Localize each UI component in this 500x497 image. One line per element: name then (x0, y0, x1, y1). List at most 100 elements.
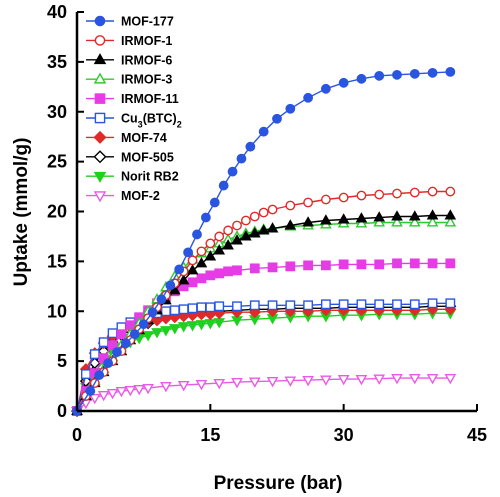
data-point (267, 204, 278, 215)
data-point (245, 141, 256, 152)
x-tick-label: 30 (334, 425, 354, 445)
x-axis-title: Pressure (bar) (214, 473, 343, 494)
data-point (320, 299, 331, 310)
data-point (249, 211, 260, 222)
legend-label: IRMOF-11 (121, 92, 179, 106)
data-point (392, 188, 402, 199)
y-tick-label: 15 (47, 251, 67, 271)
data-point (303, 92, 314, 103)
legend-marker (93, 171, 107, 183)
data-point (177, 381, 190, 392)
legend-label: IRMOF-3 (121, 73, 172, 87)
data-point (408, 374, 421, 385)
data-point (303, 197, 314, 208)
data-point (169, 305, 180, 316)
data-point (391, 210, 403, 221)
data-point (214, 231, 225, 242)
x-tick-label: 15 (200, 425, 220, 445)
y-tick-label: 5 (57, 351, 67, 371)
series-layer (70, 66, 457, 418)
data-point (156, 294, 167, 305)
series-line (76, 221, 451, 412)
data-point (409, 299, 420, 310)
data-point (320, 214, 332, 225)
data-point (427, 298, 438, 309)
data-point (373, 211, 386, 222)
data-point (356, 190, 367, 201)
data-point (106, 388, 119, 400)
data-point (338, 192, 349, 203)
data-point (115, 386, 128, 398)
data-point (94, 370, 105, 380)
legend-label: MOF-505 (121, 150, 174, 164)
legend-label: Cu3(BTC)2 (121, 112, 182, 130)
data-point (205, 302, 216, 313)
data-point (427, 258, 438, 269)
series-1 (72, 66, 456, 416)
data-point (240, 230, 252, 241)
data-point (337, 213, 350, 224)
data-point (285, 200, 296, 211)
data-point (409, 187, 420, 198)
legend-label: Norit RB2 (121, 170, 179, 184)
data-point (427, 67, 438, 78)
data-point (231, 378, 243, 389)
y-tick-label: 25 (47, 152, 67, 172)
legend-label: MOF-2 (121, 189, 160, 203)
data-point (124, 385, 137, 397)
data-point (204, 250, 217, 261)
data-point (223, 266, 234, 277)
data-point (240, 215, 251, 226)
data-point (285, 261, 296, 272)
legend-marker (94, 15, 106, 27)
data-point (303, 260, 314, 271)
legend-entry: MOF-2 (86, 189, 160, 203)
data-point (88, 393, 101, 405)
data-point (183, 247, 194, 258)
data-point (205, 270, 216, 281)
series-6 (72, 298, 456, 416)
data-point (338, 299, 349, 310)
x-tick-label: 45 (467, 425, 487, 445)
data-point (174, 264, 185, 275)
legend-entry: Norit RB2 (86, 170, 179, 184)
data-point (303, 300, 314, 311)
data-point (214, 268, 225, 279)
data-point (165, 280, 176, 291)
data-point (355, 375, 368, 386)
legend-label: IRMOF-6 (121, 53, 172, 67)
data-point (257, 224, 270, 235)
data-point (209, 197, 220, 208)
data-point (120, 338, 131, 349)
data-point (195, 380, 208, 391)
data-point (427, 186, 438, 197)
data-point (302, 376, 314, 387)
data-point (285, 103, 296, 114)
data-point (373, 216, 386, 227)
data-point (186, 321, 199, 332)
data-point (272, 113, 282, 124)
data-point (445, 298, 456, 309)
data-point (444, 374, 457, 385)
data-point (231, 234, 243, 245)
legend: MOF-177 IRMOF-1 IRMOF-6 IRMOF-3 IRMOF-11 Cu3(… (86, 15, 182, 203)
legend-label: MOF-177 (121, 15, 174, 29)
data-point (302, 216, 314, 227)
data-point (320, 194, 331, 205)
data-point (107, 328, 118, 339)
data-point (196, 302, 207, 313)
data-point (356, 299, 367, 310)
data-point (160, 326, 172, 337)
data-point (284, 376, 297, 387)
legend-entry: IRMOF-3 (86, 72, 172, 87)
data-point (129, 329, 140, 340)
data-point (373, 374, 386, 385)
data-point (232, 265, 242, 276)
data-point (266, 222, 279, 233)
data-point (142, 331, 154, 342)
data-point (267, 262, 278, 273)
y-tick-label: 40 (47, 2, 67, 22)
data-point (223, 225, 234, 236)
data-point (320, 375, 332, 386)
data-point (186, 264, 199, 275)
